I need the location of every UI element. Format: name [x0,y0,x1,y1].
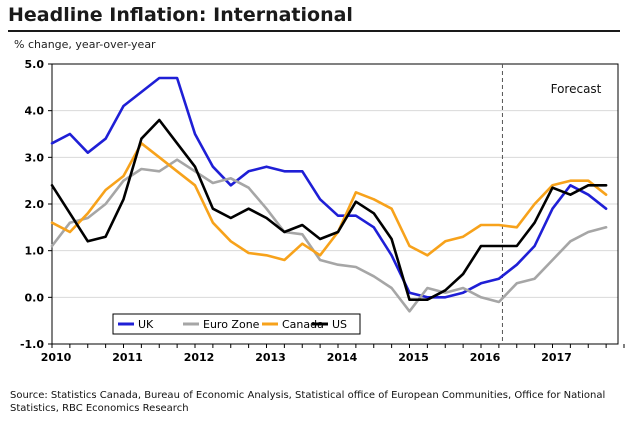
y-tick-label: 4.0 [25,105,45,118]
y-tick-label: -1.0 [20,338,44,351]
x-tick-label: 2010 [41,351,72,364]
y-axis-unit-label: % change, year-over-year [14,38,156,51]
legend-label: Euro Zone [203,318,260,331]
y-tick-label: 0.0 [25,291,45,304]
legend-box [112,313,361,335]
series-line-uk [50,76,608,299]
title-underline [8,30,620,32]
x-tick-label: 2011 [112,351,143,364]
x-tick-label: 2015 [398,351,429,364]
x-tick-label: 2013 [255,351,286,364]
legend: UK Euro Zone Canada US [112,313,361,335]
x-tick-label: 2017 [541,351,572,364]
x-tick-label: 2014 [327,351,358,364]
series-line-us [50,118,608,302]
y-tick-label: 2.0 [25,198,45,211]
x-tick-label: 2016 [470,351,501,364]
source-note: Source: Statistics Canada, Bureau of Eco… [10,390,606,414]
y-tick-label: 3.0 [25,151,45,164]
chart-title: Headline Inflation: International [8,4,353,26]
series-line-euro-zone [50,158,608,313]
legend-label: UK [138,318,154,331]
forecast-label: Forecast [551,82,602,96]
series-lines [50,76,608,313]
y-tick-label: 1.0 [25,245,45,258]
series-line-canada [50,142,608,262]
x-tick-label: 2012 [184,351,215,364]
legend-label: Canada [282,318,324,331]
gridlines [52,110,618,298]
legend-label: US [332,318,347,331]
y-tick-label: 5.0 [25,58,45,71]
